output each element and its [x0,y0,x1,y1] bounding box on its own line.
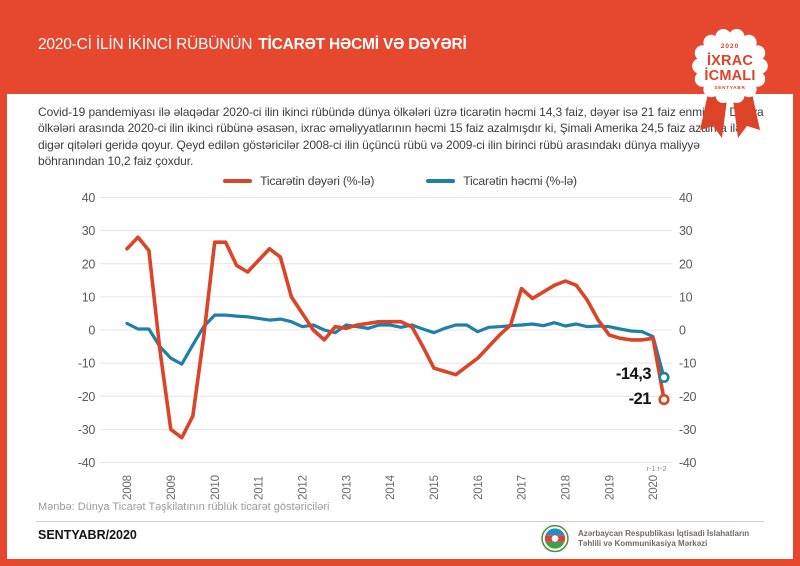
intro-paragraph: Covid-19 pandemiyası ilə əlaqədar 2020-c… [38,105,764,169]
ixrac-icmali-badge-icon: 2020 İXRAC İCMALI SENTYABR [692,29,768,138]
org-name-line1: Azərbaycan Respublikası İqtisadi İslahat… [578,529,750,538]
svg-text:-30: -30 [78,423,96,437]
svg-text:0: 0 [679,324,686,338]
svg-text:40: 40 [82,191,96,205]
badge-line1: İXRAC [707,52,753,69]
legend-item-value: Ticarətin dəyəri (%-lə) [223,174,374,188]
svg-text:2011: 2011 [254,476,266,500]
svg-text:2018: 2018 [561,475,573,500]
svg-text:-21: -21 [629,390,652,408]
svg-text:-20: -20 [78,390,96,404]
svg-text:10: 10 [679,290,693,304]
legend-value-label: Ticarətin dəyəri (%-lə) [260,174,375,188]
svg-text:2016: 2016 [473,475,485,500]
svg-text:2010: 2010 [210,475,222,500]
svg-text:-10: -10 [679,357,697,371]
svg-text:2020: 2020 [648,475,660,500]
svg-text:-40: -40 [679,456,697,470]
source-note: Mənbə: Dünya Ticarət Təşkilatının rüblük… [38,501,330,513]
svg-text:2009: 2009 [166,475,178,500]
svg-text:2012: 2012 [298,475,310,500]
svg-text:40: 40 [679,191,693,205]
badge-line2: İCMALI [704,67,755,84]
svg-text:20: 20 [679,257,693,271]
svg-text:-20: -20 [679,390,697,404]
page-title-bold: TİCARƏT HƏCMİ VƏ DƏYƏRİ [258,36,467,53]
svg-text:-10: -10 [78,357,96,371]
svg-text:r-1: r-1 [646,464,655,473]
svg-text:10: 10 [82,290,96,304]
svg-text:2014: 2014 [385,474,397,500]
volume-line-swatch [426,179,456,183]
value-line-swatch [223,179,253,183]
issue-label: SENTYABR/2020 [38,528,137,542]
chart-legend: Ticarətin dəyəri (%-lə) Ticarətin həcmi … [0,174,800,188]
badge-month: SENTYABR [714,85,745,90]
svg-text:30: 30 [82,224,96,238]
svg-text:2013: 2013 [341,475,353,500]
svg-text:30: 30 [679,224,693,238]
trade-chart: 40 40 30 30 20 20 10 10 0 0 -10 -10 -20 -20 -30 -30 -40-… [0,190,800,512]
badge-rosette [692,29,768,103]
org-block: Azərbaycan Respublikası İqtisadi İslahat… [540,524,749,554]
svg-text:-40: -40 [78,456,96,470]
svg-text:2019: 2019 [604,475,616,500]
org-name-line2: Təhlili və Kommunikasiya Mərkəzi [578,539,708,548]
svg-text:-14,3: -14,3 [616,365,651,383]
page-title-regular: 2020-Cİ İLİN İKİNCİ RÜBÜNÜN [38,36,253,53]
svg-text:0: 0 [88,324,95,338]
svg-text:-30: -30 [679,423,697,437]
badge-year: 2020 [721,43,739,50]
svg-text:2017: 2017 [517,475,529,500]
legend-item-volume: Ticarətin həcmi (%-lə) [426,174,577,188]
svg-text:r-2: r-2 [657,464,666,473]
legend-volume-label: Ticarətin həcmi (%-lə) [463,174,577,188]
aerc-logo-icon [541,524,569,553]
svg-text:2015: 2015 [429,475,441,500]
svg-text:2008: 2008 [122,475,134,500]
svg-text:20: 20 [82,257,96,271]
header-band: 2020-Cİ İLİN İKİNCİ RÜBÜNÜN TİCARƏT HƏCMİ… [7,7,793,94]
footer-divider [36,521,764,522]
page-title: 2020-Cİ İLİN İKİNCİ RÜBÜNÜN TİCARƏT HƏCMİ… [38,36,467,54]
